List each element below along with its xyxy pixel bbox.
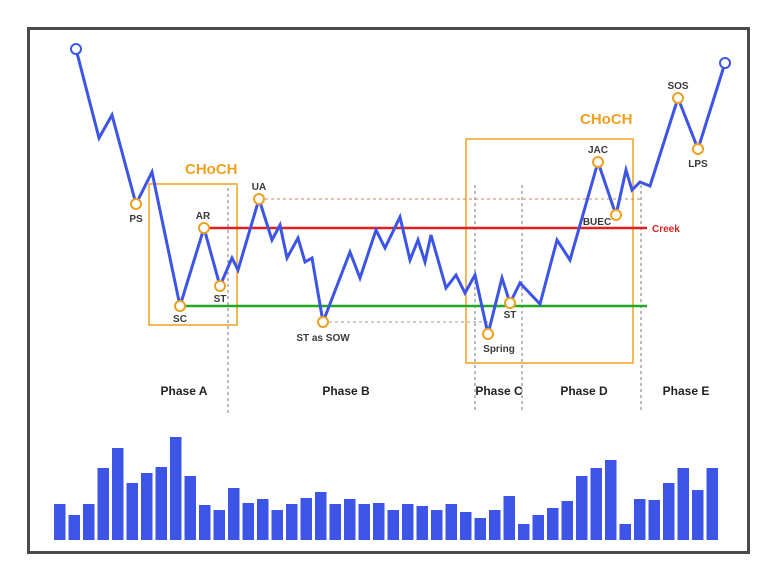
volume-bar (431, 510, 443, 540)
volume-bar (213, 510, 225, 540)
volume-bar (170, 437, 182, 540)
volume-bar (416, 506, 428, 540)
choch-label-left: CHoCH (185, 161, 238, 178)
phase-e-label: Phase E (663, 384, 710, 398)
volume-bar (344, 499, 356, 540)
diagram-frame (27, 27, 750, 554)
volume-bar (315, 492, 327, 540)
phase-c-d-box (465, 138, 634, 364)
phase-a-label: Phase A (161, 384, 208, 398)
phase-a-box (148, 183, 238, 326)
volume-bar (126, 483, 138, 540)
volume-bar (590, 468, 602, 540)
volume-bar (112, 448, 124, 540)
st2-marker (504, 297, 516, 309)
volume-bar (503, 496, 515, 540)
ps-label: PS (129, 214, 143, 225)
sc-marker (174, 300, 186, 312)
volume-bar (329, 504, 341, 540)
volume-bar (474, 518, 486, 540)
ar-marker (198, 222, 210, 234)
volume-bar (677, 468, 689, 540)
volume-bar (518, 524, 530, 540)
jac-label: JAC (588, 145, 608, 156)
volume-bar (402, 504, 414, 540)
volume-bar (68, 515, 80, 540)
volume-bar (460, 512, 472, 540)
volume-bar (547, 508, 559, 540)
volume-bar (489, 510, 501, 540)
volume-bar (257, 499, 269, 540)
volume-bar (387, 510, 399, 540)
volume-bar (445, 504, 457, 540)
volume-bars (54, 437, 718, 540)
volume-bar (532, 515, 544, 540)
spring-label: Spring (483, 344, 515, 355)
volume-bar (155, 467, 167, 540)
lps-label: LPS (688, 159, 708, 170)
volume-bar (97, 468, 109, 540)
ua-marker (253, 193, 265, 205)
sos-marker (672, 92, 684, 104)
jac-marker (592, 156, 604, 168)
volume-bar (692, 490, 704, 540)
volume-bar (300, 498, 312, 540)
volume-bar (228, 488, 240, 540)
volume-bar (141, 473, 153, 540)
volume-bar (373, 503, 385, 540)
volume-bar (358, 504, 370, 540)
spring-marker (482, 328, 494, 340)
volume-bar (605, 460, 617, 540)
volume-bar (619, 524, 631, 540)
phase-b-label: Phase B (322, 384, 370, 398)
st-sow-marker (317, 316, 329, 328)
volume-bar (706, 468, 718, 540)
volume-bar (199, 505, 211, 540)
volume-bar (648, 500, 660, 540)
volume-bar (184, 476, 196, 540)
price-start-point (70, 43, 82, 55)
phase-c-label: Phase C (475, 384, 523, 398)
price-end-point (719, 57, 731, 69)
volume-bar (286, 504, 298, 540)
ps-marker (130, 198, 142, 210)
volume-bar (54, 504, 66, 540)
volume-bar (561, 501, 573, 540)
volume-bar (576, 476, 588, 540)
volume-bar (271, 510, 283, 540)
creek-label: Creek (652, 224, 680, 235)
ua-label: UA (252, 182, 266, 193)
st2-label: ST (504, 310, 517, 321)
st1-marker (214, 280, 226, 292)
phase-d-label: Phase D (560, 384, 608, 398)
volume-bar (242, 503, 254, 540)
sc-label: SC (173, 314, 187, 325)
sos-label: SOS (667, 81, 688, 92)
volume-bar (83, 504, 95, 540)
price-line (74, 48, 727, 335)
lps-marker (692, 143, 704, 155)
choch-label-right: CHoCH (580, 111, 633, 128)
ar-label: AR (196, 211, 211, 222)
buec-label: BUEC (583, 217, 611, 228)
buec-marker (610, 209, 622, 221)
volume-bar (663, 483, 675, 540)
st-sow-label: ST as SOW (296, 333, 350, 344)
volume-bar (634, 499, 646, 540)
st1-label: ST (214, 294, 227, 305)
